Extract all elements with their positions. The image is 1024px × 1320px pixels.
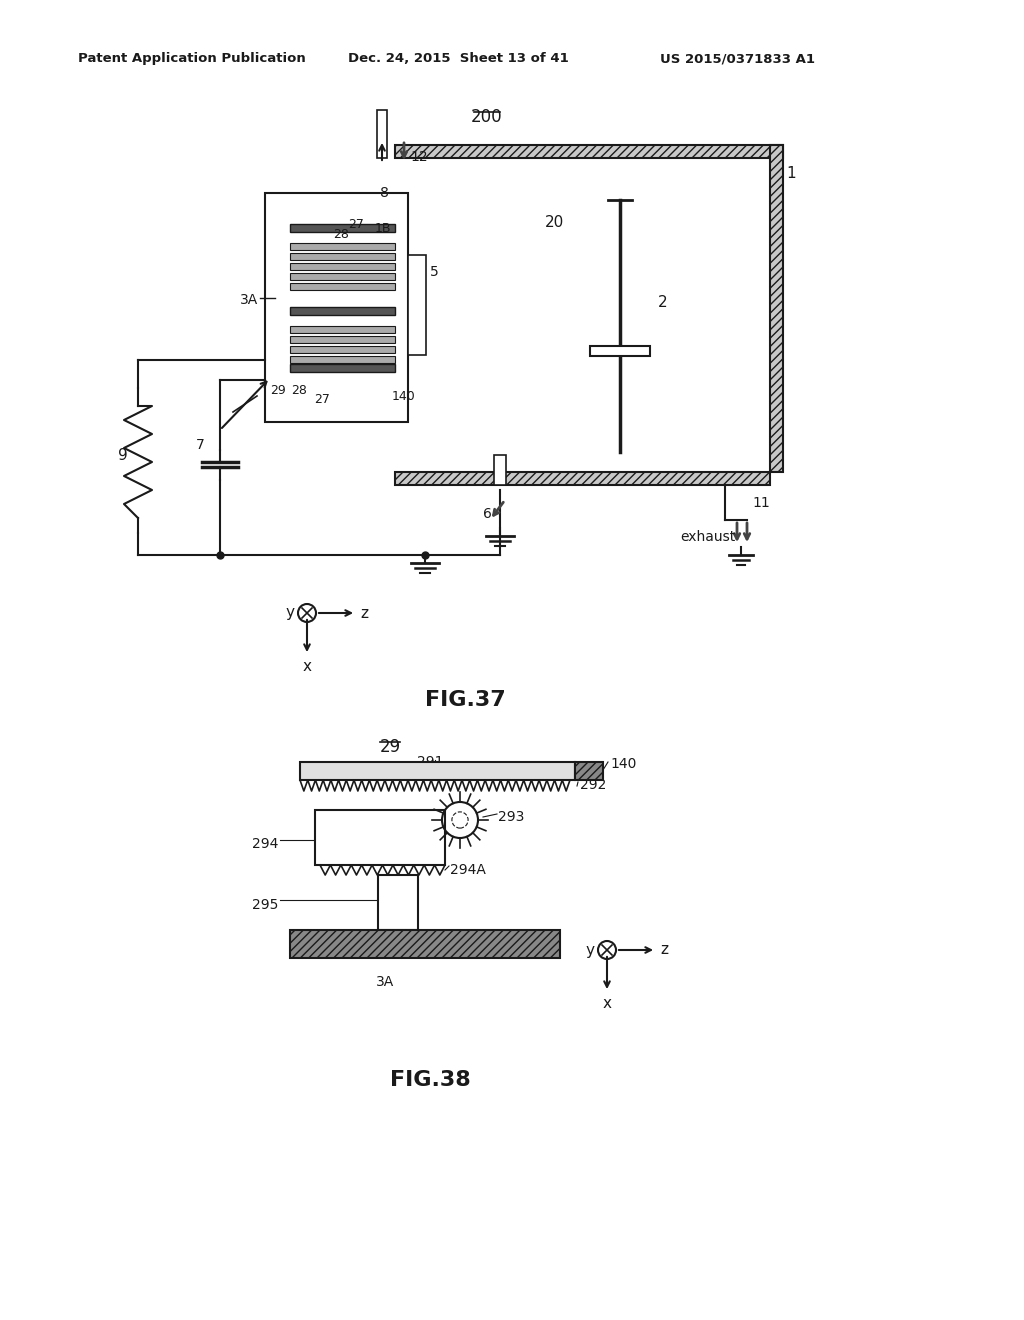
Text: Patent Application Publication: Patent Application Publication xyxy=(78,51,306,65)
Bar xyxy=(395,145,783,158)
Bar xyxy=(290,308,395,315)
Bar xyxy=(290,931,560,958)
Bar xyxy=(590,346,650,356)
Text: 9: 9 xyxy=(118,447,128,463)
Bar xyxy=(290,364,395,372)
Bar xyxy=(315,810,445,865)
Text: z: z xyxy=(360,606,368,620)
Text: 27: 27 xyxy=(314,393,330,407)
Text: 292: 292 xyxy=(580,777,606,792)
Text: Dec. 24, 2015  Sheet 13 of 41: Dec. 24, 2015 Sheet 13 of 41 xyxy=(348,51,568,65)
Text: FIG.37: FIG.37 xyxy=(425,690,506,710)
Text: 6: 6 xyxy=(483,507,492,521)
Bar xyxy=(395,145,770,473)
Bar xyxy=(290,282,395,290)
Bar xyxy=(290,224,395,232)
Text: y: y xyxy=(286,606,295,620)
Text: 294: 294 xyxy=(252,837,278,851)
Text: 29: 29 xyxy=(270,384,286,397)
Bar xyxy=(770,145,783,473)
Text: 140: 140 xyxy=(392,389,416,403)
Bar xyxy=(290,273,395,280)
Text: FIG.38: FIG.38 xyxy=(389,1071,470,1090)
Text: 5: 5 xyxy=(430,265,438,279)
Text: x: x xyxy=(302,659,311,675)
Bar xyxy=(290,326,395,333)
Bar xyxy=(290,243,395,249)
Bar xyxy=(300,762,575,780)
Bar xyxy=(290,356,395,363)
Text: 2: 2 xyxy=(658,294,668,310)
Bar xyxy=(290,263,395,271)
Text: US 2015/0371833 A1: US 2015/0371833 A1 xyxy=(660,51,815,65)
Text: 27: 27 xyxy=(348,218,364,231)
Bar xyxy=(290,346,395,352)
Text: 11: 11 xyxy=(752,496,770,510)
Bar xyxy=(265,193,408,422)
Text: z: z xyxy=(660,942,668,957)
Text: 3A: 3A xyxy=(376,975,394,989)
Text: 200: 200 xyxy=(471,108,503,125)
Text: 12: 12 xyxy=(410,150,428,164)
Text: 8: 8 xyxy=(380,186,389,201)
Text: exhaust: exhaust xyxy=(680,531,735,544)
Text: 294A: 294A xyxy=(450,863,485,876)
Bar xyxy=(378,875,418,931)
Bar xyxy=(494,455,506,484)
Text: 7: 7 xyxy=(197,438,205,451)
Text: 295: 295 xyxy=(252,898,278,912)
Bar xyxy=(290,253,395,260)
Text: 293: 293 xyxy=(498,810,524,824)
Text: 20: 20 xyxy=(545,215,564,230)
Text: y: y xyxy=(586,942,595,957)
Bar xyxy=(377,110,387,158)
Text: 1: 1 xyxy=(786,166,796,181)
Text: 1B: 1B xyxy=(375,222,391,235)
Text: 140: 140 xyxy=(610,756,636,771)
Text: 3A: 3A xyxy=(240,293,258,308)
Bar xyxy=(575,762,603,780)
Bar xyxy=(395,473,770,484)
Text: 291: 291 xyxy=(417,755,443,770)
Text: 28: 28 xyxy=(291,384,307,397)
Bar xyxy=(290,337,395,343)
Text: 29: 29 xyxy=(380,738,400,756)
Text: 28: 28 xyxy=(333,228,349,242)
Text: x: x xyxy=(602,997,611,1011)
Bar xyxy=(408,255,426,355)
